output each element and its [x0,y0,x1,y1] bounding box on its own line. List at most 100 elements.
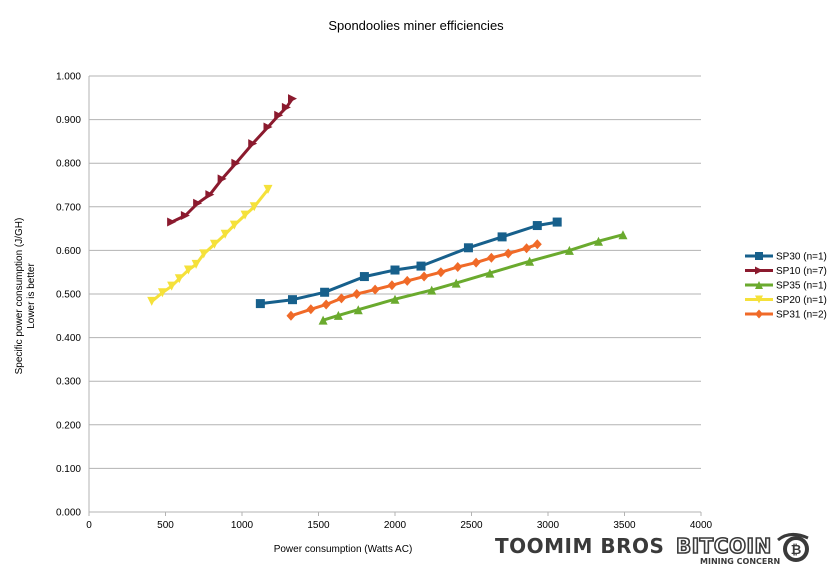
data-point [352,289,362,299]
series-line [260,220,558,306]
data-point [618,230,628,240]
data-point [486,252,496,263]
legend-swatch-marker [755,252,763,260]
data-point [174,274,184,284]
data-point [336,293,346,304]
legend-swatch-marker [755,295,763,304]
data-point [180,211,190,221]
x-tick-label: 2500 [460,520,483,531]
x-tick-label: 0 [86,520,92,531]
data-point [427,285,437,295]
legend-item: SP35 (n=1) [745,281,827,292]
legend-swatch-marker [755,266,763,275]
legend-label: SP20 (n=1) [776,295,827,306]
series-0 [255,217,562,309]
series-line [290,242,538,318]
data-point [193,198,203,208]
data-point [205,190,215,200]
toomim-bros-logo-text: TOOMIM BROS [495,534,664,558]
data-point [387,280,397,291]
data-point [199,249,209,259]
x-tick-label: 3500 [613,520,636,531]
legend-label: SP35 (n=1) [776,281,827,292]
y-axis-subtitle: Lower is better [26,263,37,329]
y-tick-label: 0.000 [56,508,81,519]
pickaxe-bitcoin-icon: ₿ [777,533,809,562]
legend-swatch-marker [755,309,763,319]
data-point [191,259,201,269]
y-axis-title: Specific power consumption (J/GH) [14,218,25,375]
legend-item: SP20 (n=1) [745,295,827,306]
chart-title: Spondoolies miner efficiencies [328,18,504,33]
y-tick-label: 0.100 [56,464,81,475]
data-point [255,299,265,309]
y-tick-label: 0.600 [56,246,81,257]
x-tick-label: 3000 [537,520,560,531]
data-point [321,299,331,310]
data-point [248,139,258,149]
data-point [390,294,400,304]
data-point [249,202,259,212]
data-point [183,265,193,275]
legend-item: SP10 (n=7) [745,266,827,277]
data-point [157,288,167,298]
data-point [463,243,473,253]
data-point [370,284,380,295]
data-point [532,239,542,250]
svg-text:₿: ₿ [791,543,802,558]
data-point [503,248,513,259]
series-4 [286,239,542,321]
data-point [453,261,463,272]
x-tick-label: 2000 [384,520,407,531]
data-point [419,271,429,282]
data-point [353,305,363,315]
data-point [240,210,250,220]
legend-label: SP10 (n=7) [776,266,827,277]
data-point [359,272,369,282]
legend-label: SP30 (n=1) [776,252,827,263]
gridlines [89,75,701,513]
data-point [416,261,426,271]
data-point [333,310,343,320]
data-point [532,221,542,231]
y-tick-labels: 0.000 0.100 0.200 0.300 0.400 0.500 0.600 0.700… [56,72,81,519]
data-point [167,217,177,227]
data-point [522,243,532,254]
data-point [217,174,227,184]
x-tick-label: 500 [157,520,174,531]
data-point [485,268,495,278]
data-point [436,267,446,278]
x-tick-labels: 0 500 1000 1500 2000 2500 3000 3500 4000 [86,520,712,531]
data-point [471,257,481,268]
data-point [451,278,461,288]
x-axis-title: Power consumption (Watts AC) [274,544,413,555]
data-point [147,296,157,306]
data-point [274,110,284,120]
data-point [231,158,241,168]
data-point [525,256,535,266]
data-point [320,287,330,297]
data-point [286,310,296,321]
series-2 [318,230,628,325]
y-tick-label: 0.700 [56,202,81,213]
data-point [281,102,291,112]
y-tick-label: 0.200 [56,420,81,431]
data-point [390,265,400,275]
data-point [167,281,177,291]
legend-item: SP31 (n=2) [745,309,827,321]
data-point [287,94,297,104]
y-tick-label: 0.500 [56,290,81,301]
legend-label: SP31 (n=2) [776,310,827,321]
x-tick-label: 4000 [690,520,713,531]
series-1 [167,94,297,227]
legend: SP30 (n=1) SP10 (n=7) SP35 (n=1) SP20 (n=1)… [745,252,827,321]
data-point [318,315,328,325]
data-point [552,217,562,227]
y-tick-label: 1.000 [56,72,81,83]
x-tick-label: 1000 [231,520,254,531]
series-3 [147,184,273,306]
data-point [263,122,273,132]
data-point [306,304,316,315]
legend-item: SP30 (n=1) [745,252,827,263]
